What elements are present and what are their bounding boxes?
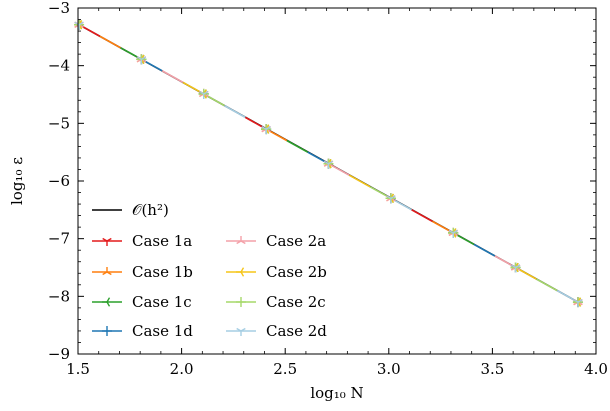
- marker-case-2d: [386, 195, 396, 204]
- legend-case-1d-marker: [102, 326, 112, 336]
- legend-case-2a: Case 2a: [226, 232, 326, 250]
- legend-case-2b: Case 2b: [226, 263, 327, 281]
- series-segment-case-1a: [411, 209, 433, 223]
- series-segment-case-2c: [536, 278, 558, 292]
- legend-case-1c-label: Case 1c: [132, 293, 192, 311]
- y-axis-label: log₁₀ ε: [8, 157, 26, 205]
- series-segment-case-2a: [161, 70, 184, 84]
- y-tick-label: −7: [48, 230, 70, 248]
- legend-case-2b-marker: [236, 267, 245, 277]
- y-tick-label: −3: [48, 0, 70, 17]
- x-tick-label: 2.0: [170, 360, 194, 378]
- marker-case-2d: [261, 125, 271, 135]
- x-tick-label: 2.5: [273, 360, 297, 378]
- tick-layer: 1.5 2.0 2.5 3.0 3.5 4.0 −9 −8 −7 −6 −5 −4 −3: [48, 0, 608, 378]
- legend-case-1b-label: Case 1b: [132, 263, 193, 281]
- legend-reference-label: 𝒪(h²): [132, 201, 169, 219]
- legend-case-2d-marker: [236, 327, 246, 336]
- series-segment-case-2b: [348, 174, 371, 188]
- legend-case-2b-label: Case 2b: [266, 263, 327, 281]
- x-tick-label: 4.0: [584, 360, 608, 378]
- legend-case-2a-marker: [236, 236, 246, 245]
- marker-case-2d: [573, 298, 583, 308]
- legend-case-1c-marker: [102, 297, 111, 307]
- y-tick-label: −6: [48, 172, 70, 190]
- series-segment-case-1b: [99, 35, 122, 49]
- marker-case-2d: [323, 160, 334, 169]
- x-tick-label: 3.0: [377, 360, 401, 378]
- x-tick-label: 1.5: [66, 360, 90, 378]
- legend-case-1b-marker: [102, 267, 112, 276]
- x-tick-label: 3.5: [480, 360, 504, 378]
- y-tick-label: −5: [48, 114, 70, 132]
- marker-case-2d: [448, 229, 458, 238]
- series-segment-case-1d: [473, 243, 496, 257]
- legend: 𝒪(h²) Case 1a Case 1b Case 1c Case 1d Case 2a…: [92, 201, 327, 340]
- marker-layer: [74, 19, 583, 308]
- series-segment-case-1c: [286, 139, 309, 153]
- marker-case-2d: [510, 264, 521, 273]
- legend-case-2a-label: Case 2a: [266, 232, 326, 250]
- legend-case-2c-label: Case 2c: [266, 293, 326, 311]
- legend-case-1d-label: Case 1d: [132, 322, 193, 340]
- legend-case-2c-marker: [236, 297, 246, 307]
- y-tick-label: −4: [48, 57, 70, 75]
- legend-case-2d-label: Case 2d: [266, 322, 327, 340]
- legend-case-1a-marker: [102, 237, 112, 246]
- legend-case-1a: Case 1a: [92, 232, 192, 250]
- legend-case-1a-label: Case 1a: [132, 232, 192, 250]
- marker-case-2d: [199, 90, 209, 99]
- legend-case-2c: Case 2c: [226, 293, 326, 311]
- legend-case-2d: Case 2d: [226, 322, 327, 340]
- y-tick-label: −9: [48, 345, 70, 363]
- series-segment-case-2d: [224, 104, 246, 119]
- marker-case-2d: [136, 56, 147, 65]
- legend-case-1c: Case 1c: [92, 293, 192, 311]
- legend-case-1d: Case 1d: [92, 322, 193, 340]
- y-tick-label: −8: [48, 287, 70, 305]
- legend-reference: 𝒪(h²): [92, 201, 169, 219]
- legend-case-1b: Case 1b: [92, 263, 193, 281]
- x-axis-label: log₁₀ N: [310, 384, 363, 402]
